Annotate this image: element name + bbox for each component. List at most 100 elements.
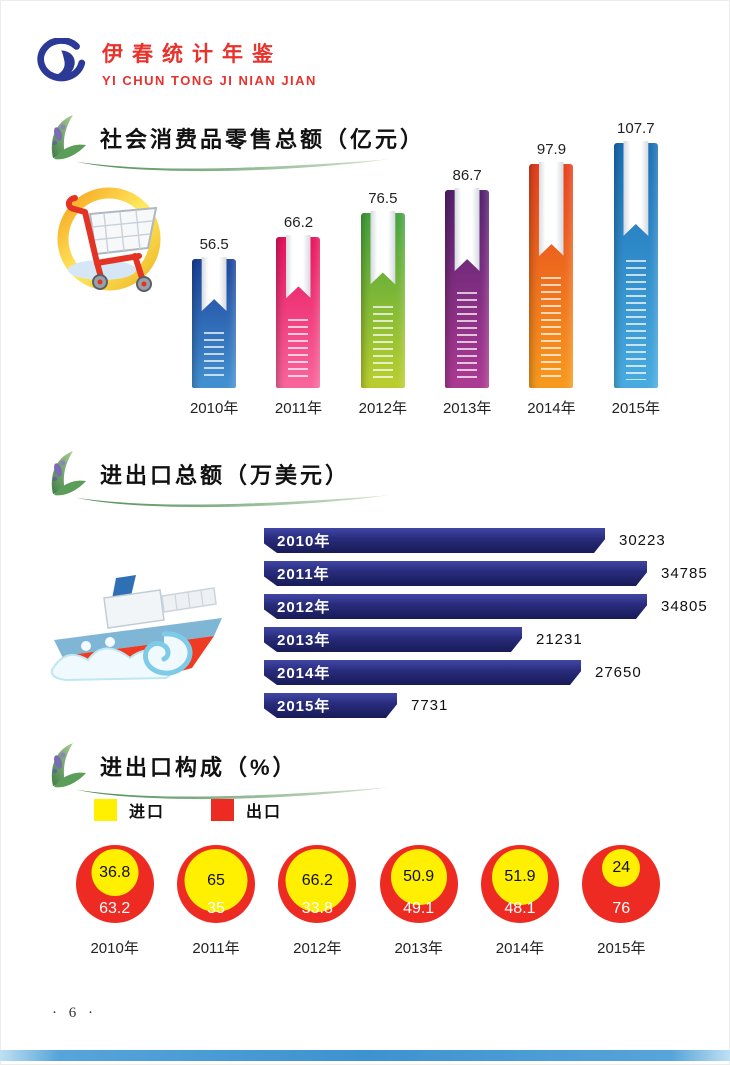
bar-year-label: 2015年 — [611, 400, 660, 417]
circle-year-label: 2014年 — [495, 940, 545, 957]
circle-year-label: 2010年 — [90, 940, 139, 957]
circle-group: 65 35 2011年 — [165, 845, 266, 958]
composition-circle-chart: 36.8 63.2 2010年 65 35 2011年 66.2 33.8 2012年 50.9 4… — [64, 845, 672, 958]
legend-item-import: 进口 — [94, 798, 165, 822]
shopping-cart-illustration — [57, 187, 161, 292]
section-trade-header: 进出口总额（万美元） — [44, 448, 464, 508]
ribbon-decoration — [370, 211, 395, 285]
export-circle: 24 76 — [582, 845, 661, 923]
ribbon-decoration — [202, 257, 227, 311]
ribbon-decoration — [455, 188, 480, 271]
hbar-value-label: 30223 — [619, 532, 666, 549]
bar — [529, 164, 574, 388]
bar-year-label: 2012年 — [358, 400, 407, 417]
tick-marks — [625, 255, 646, 380]
circle-group: 66.2 33.8 2012年 — [267, 845, 368, 958]
bar — [445, 188, 490, 388]
circle-group: 24 76 2015年 — [571, 845, 672, 958]
tick-marks — [204, 327, 225, 380]
circle-year-label: 2013年 — [394, 940, 443, 957]
tick-marks — [541, 272, 562, 380]
hbar: 2012年 — [264, 594, 647, 619]
hbar-row: 2010年 30223 — [264, 524, 714, 557]
header-titles: 伊春统计年鉴 YI CHUN TONG JI NIAN JIAN — [102, 38, 317, 88]
ribbon-decoration — [286, 235, 311, 298]
tick-marks — [457, 287, 478, 380]
yearbook-logo-icon — [37, 38, 86, 82]
section-trade-title: 进出口总额（万美元） — [100, 463, 351, 488]
bar-year-label: 2011年 — [274, 400, 323, 417]
bar-value-label: 97.9 — [536, 141, 567, 158]
hbar-row: 2013年 21231 — [264, 623, 714, 656]
ship-illustration — [50, 575, 222, 682]
bar-group: 56.5 2010年 — [172, 120, 256, 418]
hbar-year-label: 2015年 — [277, 698, 331, 715]
hbar-row: 2011年 34785 — [264, 557, 714, 590]
export-value-label: 48.1 — [504, 900, 536, 917]
leaf-icon — [51, 743, 86, 788]
bar-value-label: 56.5 — [199, 236, 229, 253]
tick-marks — [372, 300, 393, 380]
section-composition-title: 进出口构成（%） — [100, 755, 298, 780]
hbar-year-label: 2010年 — [277, 533, 331, 550]
export-value-label: 33.8 — [301, 900, 333, 917]
import-circle: 66.2 — [285, 849, 349, 912]
hbar: 2010年 — [264, 528, 605, 553]
section-composition-header: 进出口构成（%） — [44, 740, 464, 800]
bar-group: 97.9 2014年 — [509, 120, 593, 418]
export-circle: 36.8 63.2 — [75, 845, 154, 923]
hbar-value-label: 34805 — [661, 598, 708, 615]
hbar-year-label: 2012年 — [277, 599, 331, 616]
circle-group: 36.8 63.2 2010年 — [64, 845, 165, 958]
import-circle: 65 — [184, 849, 248, 912]
export-value-label: 63.2 — [99, 900, 131, 917]
hbar-year-label: 2014年 — [277, 665, 331, 682]
page-number: · 6 · — [52, 1005, 97, 1021]
hbar-year-label: 2013年 — [277, 632, 331, 649]
export-circle: 65 35 — [176, 845, 255, 923]
bar-value-label: 107.7 — [617, 120, 655, 137]
bar-value-label: 66.2 — [283, 214, 314, 231]
import-value-label: 36.8 — [99, 863, 131, 881]
circle-year-label: 2011年 — [192, 940, 240, 957]
hbar-row: 2015年 7731 — [264, 689, 714, 722]
section-retail-title: 社会消费品零售总额（亿元） — [100, 127, 426, 152]
circle-year-label: 2012年 — [293, 940, 342, 957]
export-circle: 66.2 33.8 — [278, 845, 357, 923]
circle-group: 50.9 49.1 2013年 — [368, 845, 469, 958]
bar — [613, 141, 658, 388]
yearbook-title-pinyin: YI CHUN TONG JI NIAN JIAN — [102, 73, 317, 88]
import-circle: 50.9 — [390, 849, 447, 905]
hbar-value-label: 34785 — [661, 565, 708, 582]
circle-group: 51.9 48.1 2014年 — [469, 845, 570, 958]
hbar-row: 2014年 27650 — [264, 656, 714, 689]
section-retail-header: 社会消费品零售总额（亿元） — [44, 112, 464, 172]
footer-rule-bar — [0, 1050, 730, 1061]
bar — [360, 211, 405, 388]
composition-legend: 进口 出口 — [94, 798, 282, 822]
hbar-value-label: 7731 — [411, 697, 449, 714]
hbar: 2015年 — [264, 693, 397, 718]
swoosh-underline — [76, 159, 388, 172]
leaf-icon — [51, 115, 86, 160]
hbar-year-label: 2011年 — [277, 566, 330, 583]
leaf-icon — [51, 451, 86, 496]
import-value-label: 50.9 — [403, 868, 435, 885]
import-value-label: 65 — [207, 871, 225, 889]
bar-group: 107.7 2015年 — [594, 120, 678, 418]
export-circle: 51.9 48.1 — [480, 845, 559, 923]
hbar-value-label: 21231 — [536, 631, 583, 648]
import-value-label: 24 — [612, 859, 631, 876]
import-value-label: 66.2 — [301, 871, 333, 889]
bar-value-label: 86.7 — [452, 167, 482, 184]
ribbon-decoration — [623, 141, 648, 236]
bar-group: 86.7 2013年 — [425, 120, 509, 418]
trade-hbar-chart: 2010年 30223 2011年 34785 2012年 34805 2013年 21231… — [264, 524, 714, 722]
bar-year-label: 2014年 — [527, 400, 576, 417]
export-circle: 50.9 49.1 — [379, 845, 458, 923]
hbar-value-label: 27650 — [595, 664, 642, 681]
swoosh-underline — [76, 495, 388, 508]
hbar: 2011年 — [264, 561, 647, 586]
header: 伊春统计年鉴 YI CHUN TONG JI NIAN JIAN — [34, 38, 317, 88]
